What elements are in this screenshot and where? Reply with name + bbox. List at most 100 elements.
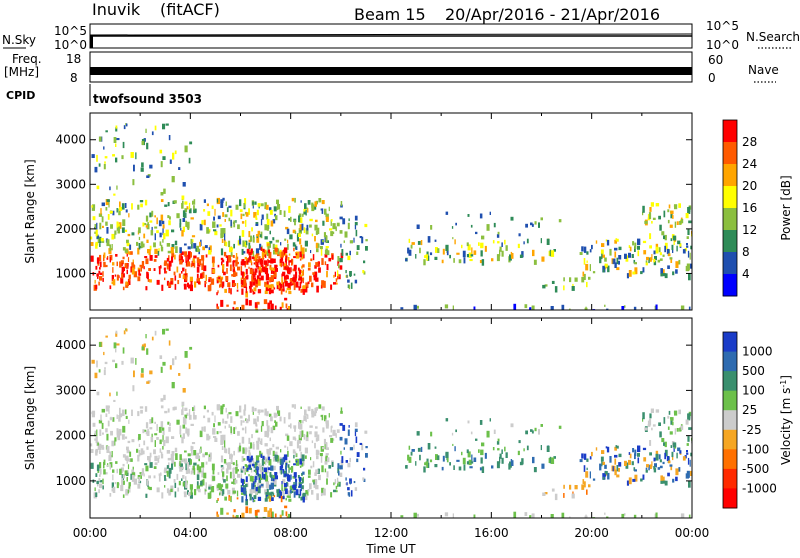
- echo-cell: [99, 468, 102, 475]
- echo-cell: [141, 468, 145, 474]
- echo-cell: [574, 277, 578, 282]
- echo-cell: [241, 304, 245, 310]
- echo-cell: [122, 425, 126, 433]
- echo-cell: [245, 240, 248, 246]
- echo-cell: [218, 484, 221, 487]
- echo-cell: [686, 443, 689, 446]
- echo-cell: [261, 214, 264, 220]
- echo-cell: [227, 282, 231, 287]
- echo-cell: [317, 227, 320, 235]
- echo-cell: [251, 275, 255, 282]
- echo-cell: [309, 218, 313, 222]
- echo-cell: [479, 213, 483, 219]
- echo-cell: [264, 236, 268, 240]
- echo-cell: [298, 213, 302, 217]
- echo-cell: [256, 509, 260, 513]
- echo-cell: [288, 253, 291, 256]
- echo-cell: [667, 265, 670, 269]
- echo-cell: [190, 445, 193, 451]
- echo-cell: [167, 408, 170, 413]
- colorbar-swatch: [723, 208, 737, 231]
- echo-cell: [168, 255, 170, 261]
- echo-cell: [531, 305, 535, 310]
- echo-cell: [244, 264, 246, 268]
- echo-cell: [569, 484, 572, 490]
- echo-cell: [168, 467, 172, 474]
- echo-cell: [272, 267, 276, 274]
- echo-cell: [236, 497, 239, 500]
- echo-cell: [300, 244, 303, 252]
- echo-cell: [243, 203, 246, 208]
- echo-cell: [574, 485, 578, 490]
- echo-cell: [230, 426, 232, 433]
- echo-cell: [311, 204, 315, 212]
- echo-cell: [241, 248, 244, 255]
- echo-cell: [273, 287, 276, 290]
- echo-cell: [642, 205, 645, 213]
- echo-cell: [138, 269, 141, 276]
- x-tick-label: 00:00: [675, 526, 710, 540]
- echo-cell: [423, 259, 426, 266]
- echo-cell: [249, 457, 251, 461]
- echo-cell: [425, 254, 428, 259]
- echo-cell: [212, 262, 215, 268]
- echo-cell: [540, 238, 542, 244]
- echo-cell: [257, 289, 262, 294]
- echo-cell: [269, 449, 271, 455]
- echo-cell: [176, 266, 179, 273]
- echo-cell: [234, 308, 237, 310]
- echo-cell: [168, 135, 171, 141]
- echo-cell: [674, 410, 678, 416]
- echo-cell: [645, 260, 648, 263]
- echo-cell: [248, 251, 252, 256]
- echo-cell: [235, 467, 238, 474]
- x-tick-label: 00:00: [73, 526, 108, 540]
- echo-cell: [245, 260, 248, 264]
- echo-cell: [652, 217, 656, 220]
- echo-cell: [189, 346, 193, 350]
- echo-cell: [663, 210, 666, 218]
- echo-cell: [651, 461, 653, 468]
- echo-cell: [251, 496, 254, 500]
- echo-cell: [204, 489, 207, 492]
- echo-cell: [222, 281, 225, 287]
- echo-cell: [339, 466, 341, 470]
- echo-cell: [309, 483, 312, 490]
- echo-cell: [222, 434, 226, 441]
- echo-cell: [214, 437, 218, 442]
- colorbar-swatch: [723, 390, 737, 411]
- echo-cell: [427, 443, 431, 450]
- echo-cell: [121, 409, 125, 416]
- echo-cell: [264, 202, 267, 210]
- echo-cell: [573, 517, 575, 518]
- echo-cell: [531, 430, 534, 434]
- echo-cell: [159, 241, 162, 246]
- echo-cell: [311, 233, 314, 237]
- echo-cell: [259, 277, 261, 281]
- echo-cell: [322, 427, 325, 433]
- echo-cell: [185, 427, 188, 434]
- echo-cell: [181, 195, 185, 200]
- echo-cell: [190, 281, 193, 288]
- echo-cell: [648, 212, 652, 219]
- echo-cell: [252, 237, 255, 243]
- echo-cell: [147, 249, 150, 254]
- echo-cell: [664, 245, 666, 253]
- echo-cell: [160, 453, 164, 459]
- echo-cell: [232, 514, 235, 518]
- echo-cell: [618, 255, 622, 260]
- echo-cell: [266, 225, 269, 231]
- echo-cell: [292, 436, 296, 440]
- echo-cell: [133, 164, 135, 172]
- echo-cell: [285, 498, 287, 501]
- echo-cell: [103, 254, 105, 262]
- echo-cell: [96, 257, 100, 264]
- echo-cell: [664, 480, 668, 486]
- echo-cell: [313, 484, 317, 488]
- echo-cell: [115, 330, 118, 334]
- echo-cell: [91, 205, 93, 208]
- echo-cell: [245, 494, 248, 501]
- echo-cell: [224, 219, 226, 222]
- echo-cell: [232, 468, 235, 474]
- echo-cell: [169, 159, 172, 164]
